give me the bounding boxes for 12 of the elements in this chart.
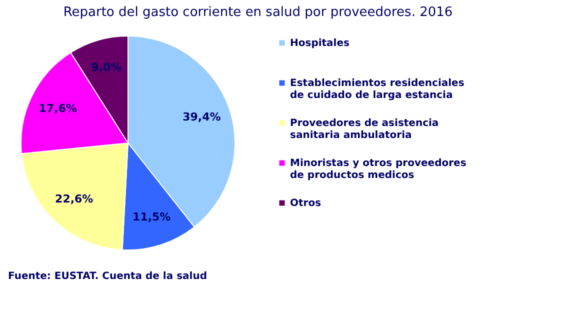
legend-label: Minoristas y otros proveedores de productos medicos [290,158,466,181]
data-label: 17,6% [38,102,77,115]
legend-label: Proveedores de asistencia sanitaria ambulatoria [290,118,439,141]
data-label: 9,0% [91,61,122,74]
chart-title: Reparto del gasto corriente en salud por proveedores. 2016 [63,5,453,20]
source-note: Fuente: EUSTAT. Cuenta de la salud [8,271,207,282]
data-label: 22,6% [55,192,94,206]
data-label: 11,5% [132,210,171,224]
legend-label: Otros [290,198,322,209]
legend-label: Hospitales [290,38,350,49]
legend-label: Establecimientos residenciales de cuidado de larga estancia [290,78,464,101]
data-label: 39,4% [182,110,221,124]
